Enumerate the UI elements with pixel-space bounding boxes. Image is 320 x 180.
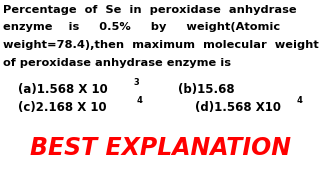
Text: 4: 4 (137, 96, 143, 105)
Text: Percentage  of  Se  in  peroxidase  anhydrase: Percentage of Se in peroxidase anhydrase (3, 5, 297, 15)
Text: (c)2.168 X 10: (c)2.168 X 10 (18, 101, 111, 114)
Text: of peroxidase anhydrase enzyme is: of peroxidase anhydrase enzyme is (3, 57, 231, 68)
Text: (b)15.68: (b)15.68 (178, 83, 235, 96)
Text: weight=78.4),then  maximum  molecular  weight: weight=78.4),then maximum molecular weig… (3, 40, 319, 50)
Text: 3: 3 (133, 78, 139, 87)
Text: BEST EXPLANATION: BEST EXPLANATION (29, 136, 291, 160)
Text: (d)1.568 X10: (d)1.568 X10 (195, 101, 285, 114)
Text: 4: 4 (297, 96, 303, 105)
Text: (a)1.568 X 10: (a)1.568 X 10 (18, 83, 108, 96)
Text: enzyme    is     0.5%     by     weight(Atomic: enzyme is 0.5% by weight(Atomic (3, 22, 280, 33)
